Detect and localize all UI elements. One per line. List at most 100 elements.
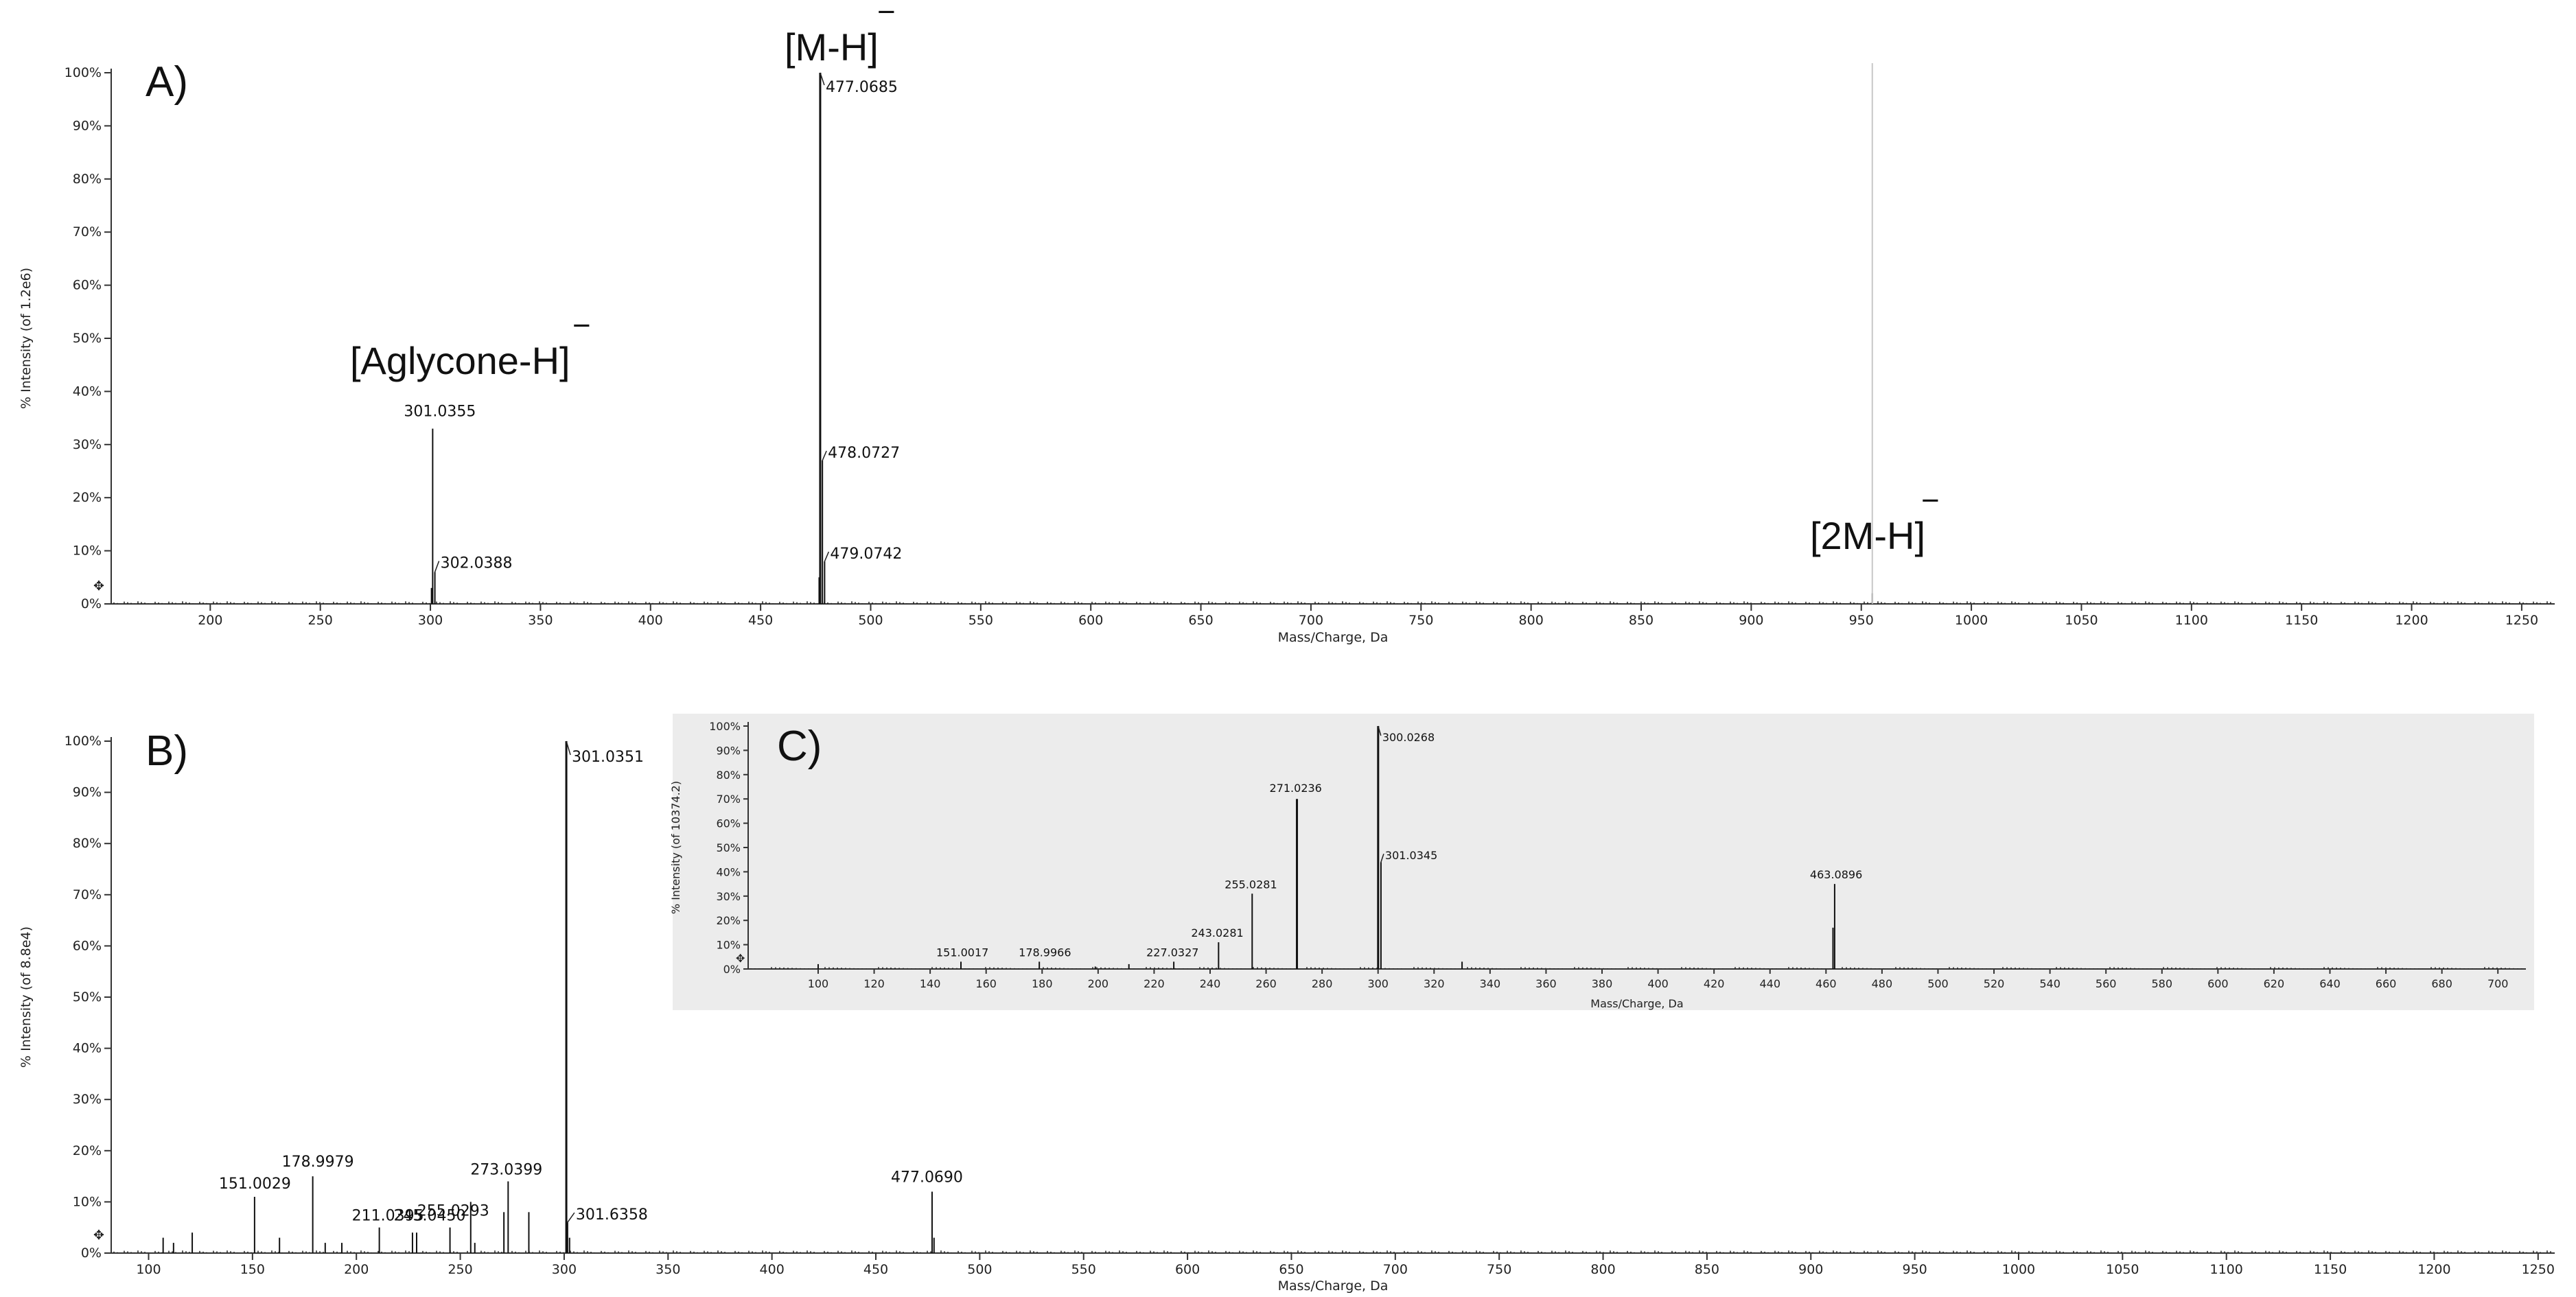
peak-label-leader [1380, 854, 1384, 863]
x-tick-label: 950 [1849, 613, 1874, 628]
x-tick-label: 520 [1984, 977, 2005, 990]
x-tick-label: 480 [1872, 977, 1893, 990]
y-tick-label: 100% [65, 734, 102, 749]
peak-label: 300.0268 [1382, 731, 1435, 744]
baseline-noise [113, 601, 2551, 604]
x-tick-label: 1200 [2417, 1262, 2450, 1277]
x-tick-label: 450 [748, 613, 773, 628]
y-tick-label: 100% [65, 65, 102, 80]
x-tick-label: 850 [1629, 613, 1653, 628]
y-tick-label: 30% [716, 890, 741, 903]
peak-label: 463.0896 [1810, 868, 1862, 881]
x-tick-label: 400 [760, 1262, 785, 1277]
x-tick-label: 320 [1424, 977, 1445, 990]
x-tick-label: 340 [1480, 977, 1501, 990]
peak-label-leader [566, 740, 571, 756]
y-tick-label: 60% [716, 817, 741, 830]
x-axis-label: Mass/Charge, Da [1278, 1278, 1389, 1294]
x-tick-label: 300 [1367, 977, 1389, 990]
x-tick-label: 380 [1592, 977, 1613, 990]
y-tick-label: 90% [716, 744, 741, 757]
x-tick-label: 950 [1902, 1262, 1927, 1277]
peak-label: 243.0281 [1191, 926, 1243, 939]
x-tick-label: 240 [1200, 977, 1221, 990]
x-tick-label: 600 [2207, 977, 2229, 990]
ion-charge-superscript: ‾ [574, 320, 590, 363]
y-tick-label: 80% [73, 172, 102, 187]
peak-label: 479.0742 [830, 546, 902, 563]
ion-charge-superscript: ‾ [879, 6, 894, 49]
y-tick-label: 90% [73, 118, 102, 133]
peak-label: 227.0327 [1146, 946, 1198, 959]
peak-label: 477.0685 [826, 79, 898, 96]
panel-letter: A) [146, 58, 188, 106]
x-tick-label: 680 [2431, 977, 2452, 990]
x-tick-label: 280 [1312, 977, 1333, 990]
x-tick-label: 160 [975, 977, 997, 990]
peak-label: 301.0351 [572, 749, 644, 766]
x-tick-label: 560 [2096, 977, 2117, 990]
peak-label-leader [567, 1212, 575, 1223]
peak-label-leader [434, 561, 440, 572]
x-tick-label: 460 [1815, 977, 1837, 990]
peak-label: 151.0017 [936, 946, 988, 959]
panel-b-spectrum: 0% 10% 20% 30% 40% 50% 60% 70% 80% 90% 100% 100 150 2… [19, 727, 2555, 1294]
peak-label: 302.0388 [441, 555, 513, 572]
baseline-marker-icon: ✥ [93, 1228, 104, 1243]
x-tick-label: 650 [1188, 613, 1213, 628]
y-tick-label: 10% [716, 939, 741, 952]
y-axis-label: % Intensity (of 10374.2) [669, 781, 682, 914]
baseline-noise [750, 967, 2522, 969]
y-tick-label: 50% [73, 331, 102, 346]
y-tick-label: 0% [723, 963, 741, 976]
x-tick-label: 1250 [2505, 613, 2538, 628]
panel-letter: C) [777, 723, 822, 770]
x-tick-label: 700 [1383, 1262, 1408, 1277]
y-tick-label: 60% [73, 938, 102, 953]
x-axis-label: Mass/Charge, Da [1590, 997, 1683, 1010]
x-tick-label: 550 [1071, 1262, 1096, 1277]
y-tick-label: 70% [73, 887, 102, 902]
y-tick-label: 0% [81, 596, 102, 611]
peak-label-leader [824, 551, 830, 562]
peak-label: 255.0281 [1225, 878, 1277, 891]
x-tick-label: 180 [1032, 977, 1053, 990]
peak-label: 245.0450 [394, 1208, 466, 1225]
x-tick-label: 120 [863, 977, 885, 990]
x-tick-label: 750 [1487, 1262, 1511, 1277]
inset-background [673, 714, 2534, 1010]
peak-label-leader [1378, 725, 1382, 736]
x-tick-label: 550 [968, 613, 993, 628]
x-tick-label: 660 [2376, 977, 2397, 990]
x-tick-label: 1100 [2210, 1262, 2243, 1277]
x-tick-label: 750 [1408, 613, 1433, 628]
x-tick-label: 850 [1695, 1262, 1719, 1277]
x-tick-label: 1150 [2314, 1262, 2347, 1277]
x-tick-label: 200 [1088, 977, 1109, 990]
peak-label: 178.9979 [282, 1154, 354, 1171]
y-tick-label: 20% [73, 1143, 102, 1158]
panel-letter: B) [146, 727, 188, 775]
x-tick-label: 900 [1739, 613, 1763, 628]
x-tick-label: 360 [1535, 977, 1557, 990]
x-tick-label: 540 [2039, 977, 2061, 990]
baseline-marker-icon: ✥ [93, 579, 104, 594]
x-tick-label: 640 [2319, 977, 2341, 990]
x-tick-label: 200 [198, 613, 222, 628]
peak-label: 478.0727 [828, 445, 900, 462]
x-tick-label: 400 [638, 613, 663, 628]
y-axis-label: % Intensity (of 8.8e4) [19, 926, 34, 1068]
peak-label: 301.6358 [576, 1206, 648, 1224]
peak-label: 301.0355 [404, 404, 476, 421]
x-tick-label: 500 [967, 1262, 992, 1277]
y-tick-label: 10% [73, 1194, 102, 1209]
peak-label: 178.9966 [1019, 946, 1071, 959]
y-tick-label: 20% [716, 914, 741, 927]
x-tick-label: 1000 [2002, 1262, 2035, 1277]
x-tick-label: 600 [1078, 613, 1103, 628]
x-tick-label: 420 [1704, 977, 1725, 990]
y-tick-label: 50% [716, 841, 741, 854]
x-tick-label: 250 [448, 1262, 472, 1277]
panel-c-inset-spectrum: 0% 10% 20% 30% 40% 50% 60% 70% 80% 90% 100% 100 120 1… [669, 714, 2534, 1010]
